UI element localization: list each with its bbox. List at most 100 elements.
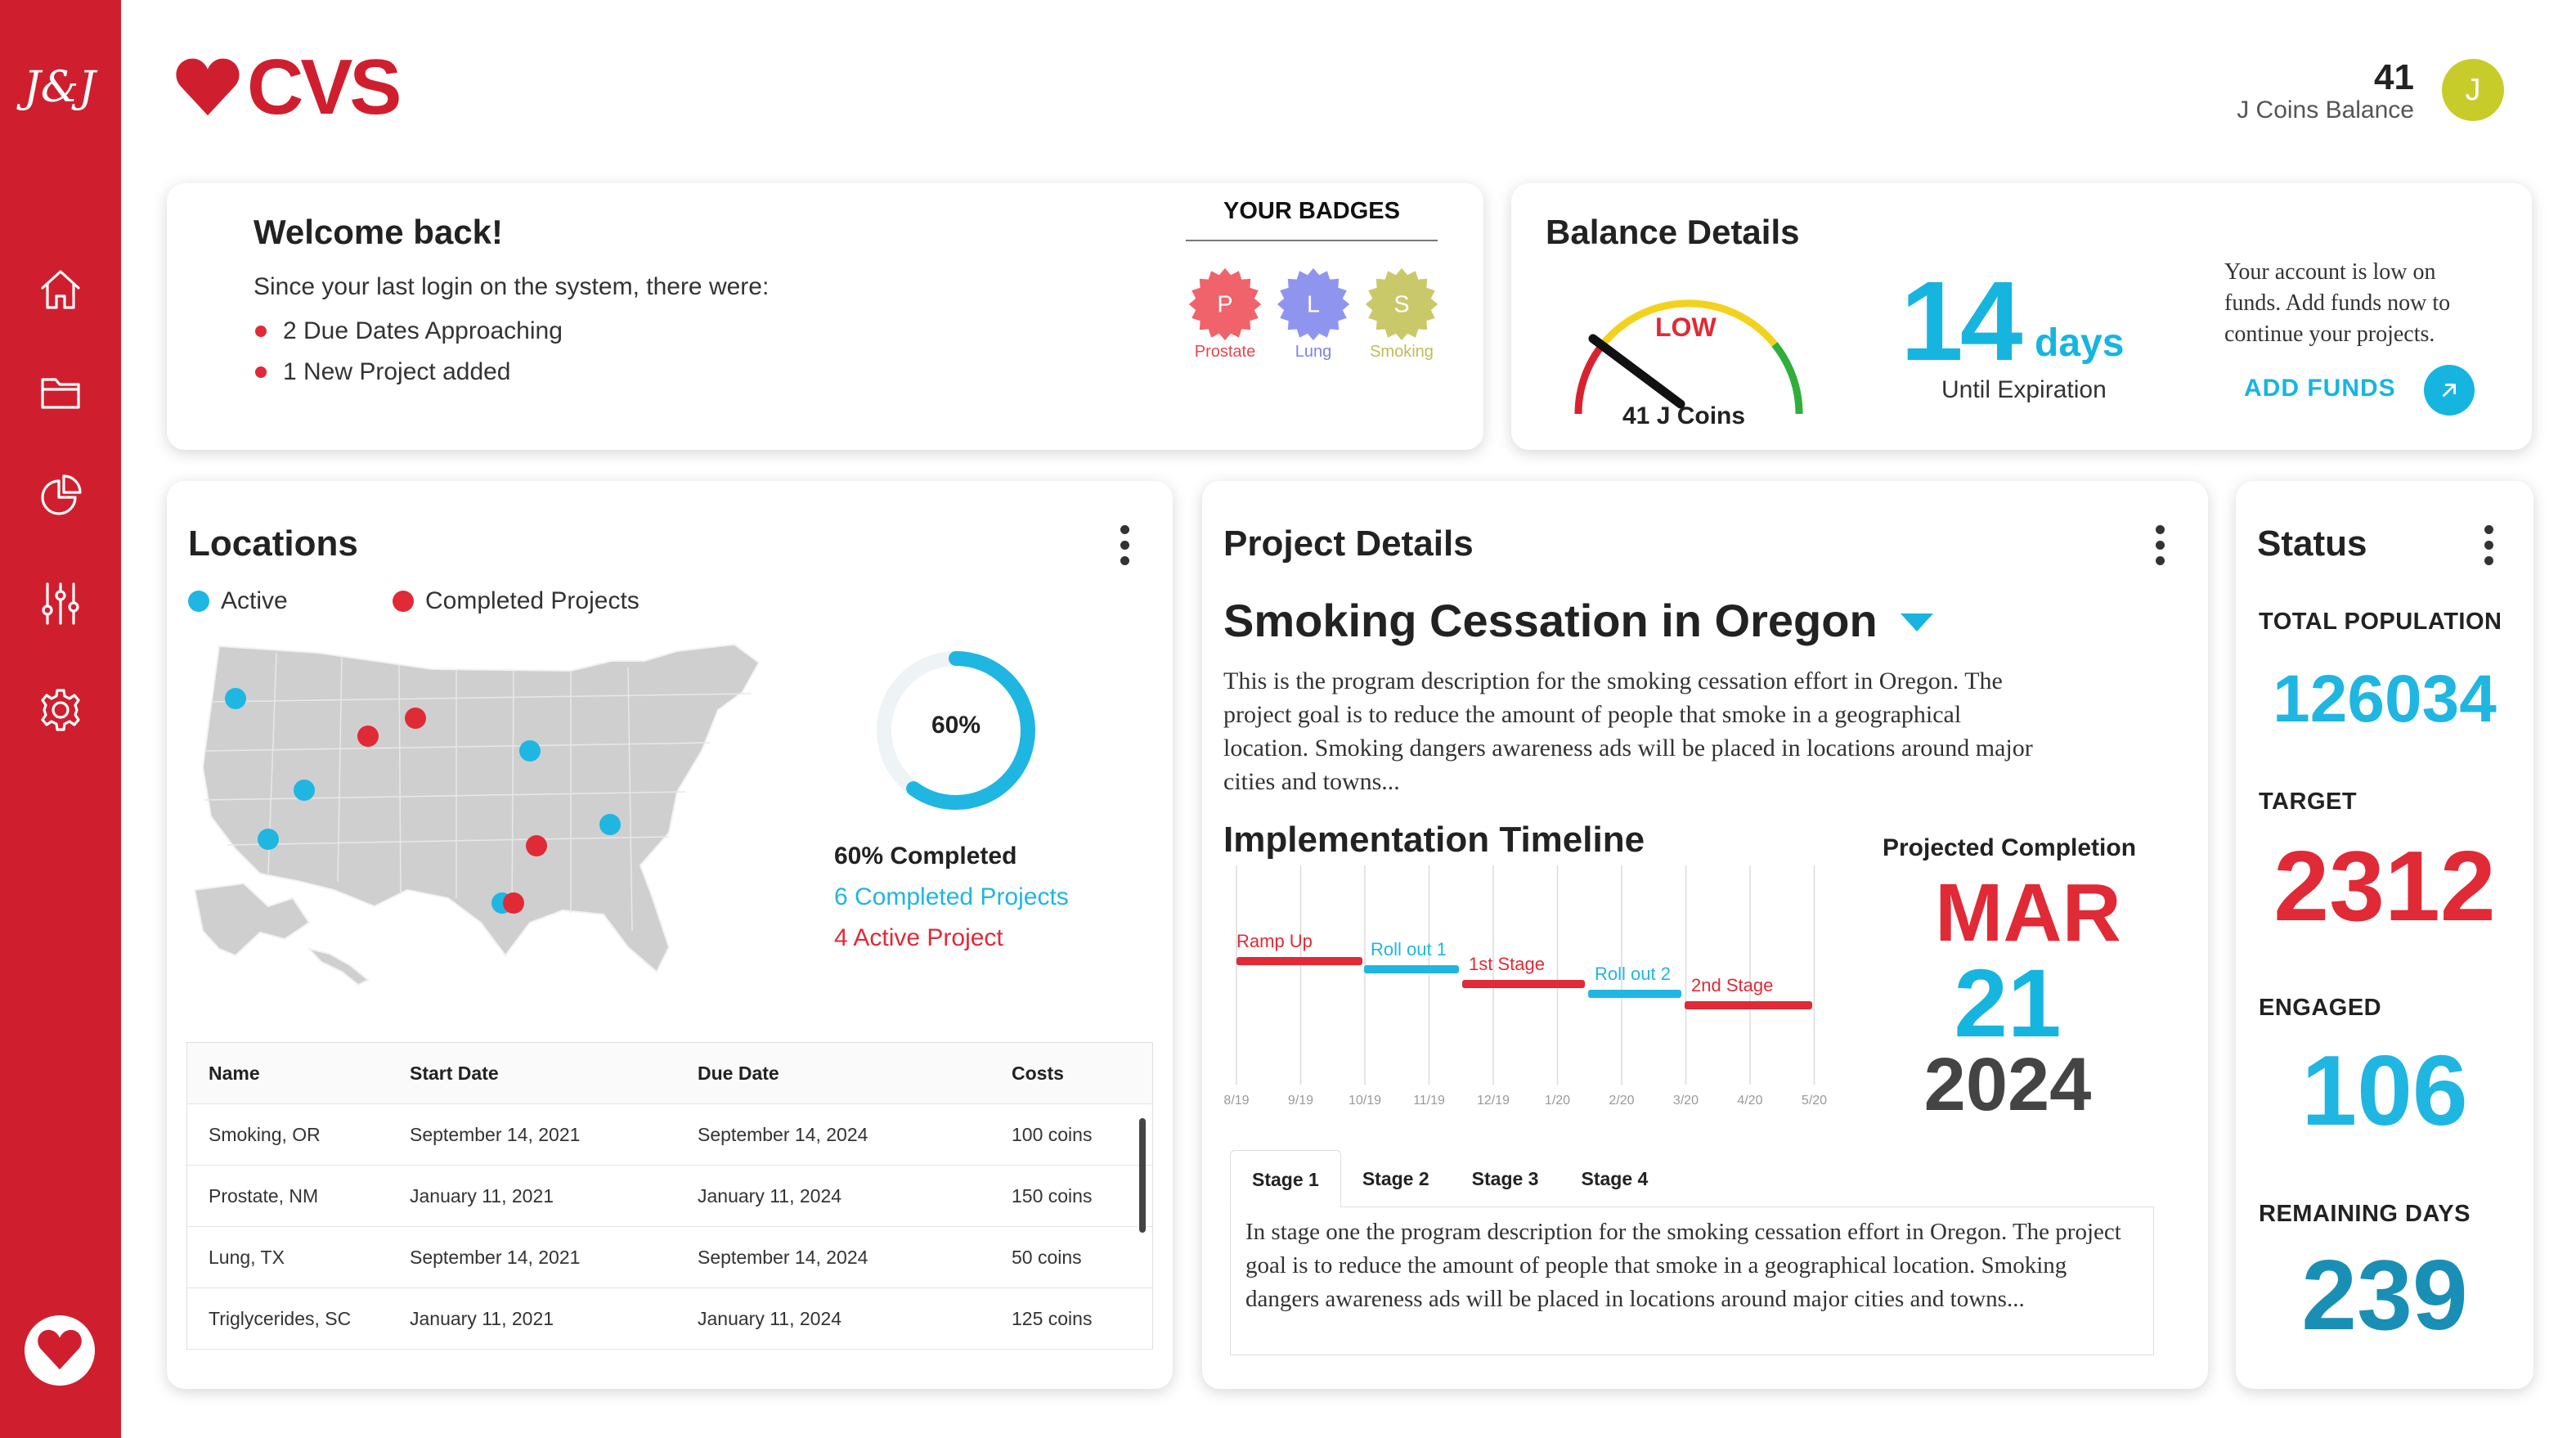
timeline-stage-bar[interactable] [1236,957,1362,965]
locations-title: Locations [188,524,358,564]
timeline-tick-label: 4/20 [1737,1094,1762,1108]
stage-description: In stage one the program description for… [1230,1207,2154,1355]
svg-text:L: L [1307,292,1320,318]
badge-seal-icon: S [1365,267,1438,341]
table-row[interactable]: Triglycerides, SC January 11, 2021 Janua… [187,1288,1152,1350]
badge-smoking[interactable]: S Smoking [1361,265,1443,362]
project-description: This is the program description for the … [1223,667,2033,795]
heart-icon[interactable] [25,1315,95,1386]
list-item: 2 Due Dates Approaching [254,311,563,352]
tab-stage-4[interactable]: Stage 4 [1581,1168,1649,1189]
target-value: 2312 [2273,830,2496,941]
timeline-stage-bar[interactable] [1588,990,1681,998]
project-name[interactable]: Smoking Cessation in Oregon [1223,595,1878,646]
map-location-dot[interactable] [526,835,547,856]
table-row[interactable]: Smoking, OR September 14, 2021 September… [187,1104,1152,1166]
table-scrollbar[interactable] [1139,1118,1146,1233]
timeline-title: Implementation Timeline [1223,820,1645,860]
map-location-dot[interactable] [519,740,541,762]
balance-message: Your account is low on funds. Add funds … [2224,259,2451,347]
tab-stage-3[interactable]: Stage 3 [1471,1168,1539,1189]
projected-completion-label: Projected Completion [1883,834,2137,861]
stat-completed: 60% Completed [834,843,1017,870]
total-population-label: TOTAL POPULATION [2259,609,2502,635]
badge-seal-icon: L [1277,267,1350,341]
svg-text:P: P [1217,292,1232,318]
days-value: 14 [1901,258,2022,384]
stat-completed-projects[interactable]: 6 Completed Projects [834,883,1069,910]
timeline-tick-label: 8/19 [1223,1094,1249,1108]
balance-card: Balance Details LOW 41 J Coins 14 days U… [1511,183,2532,450]
bullet-icon [255,326,267,337]
welcome-list: 2 Due Dates Approaching 1 New Project ad… [254,311,563,393]
brand-name: CVS [247,43,402,131]
more-options-icon[interactable] [2154,525,2165,569]
timeline-tick-label: 11/19 [1413,1094,1445,1108]
timeline-tick-label: 5/20 [1802,1094,1827,1108]
remaining-days-label: REMAINING DAYS [2259,1201,2471,1227]
map-location-dot[interactable] [405,708,426,729]
gauge-status: LOW [1655,312,1717,342]
locations-table: Name Start Date Due Date Costs Smoking, … [186,1042,1153,1350]
timeline-tick-label: 12/19 [1477,1094,1510,1108]
timeline-stage-label: 2nd Stage [1691,975,1773,995]
status-title: Status [2257,524,2367,564]
home-icon[interactable] [34,263,87,316]
svg-text:S: S [1393,292,1409,318]
engaged-label: ENGAGED [2259,995,2382,1021]
avatar[interactable]: J [2442,59,2504,121]
map-location-dot[interactable] [503,892,524,914]
donut-percent-label: 60% [931,712,981,739]
stage-tabs: Stage 1 Stage 2 Stage 3 Stage 4 [1230,1150,1669,1207]
legend-dot-icon [188,591,209,612]
days-unit: days [2035,321,2125,365]
folder-icon[interactable] [34,366,87,419]
timeline-stage-bar[interactable] [1685,1001,1812,1009]
tab-stage-2[interactable]: Stage 2 [1362,1168,1429,1189]
cvs-logo: CVS [173,43,402,131]
add-funds-button[interactable] [2424,365,2475,416]
list-item: 1 New Project added [254,352,563,393]
us-map[interactable] [186,628,767,996]
header-balance-label: J Coins Balance [2237,97,2414,124]
days-label: Until Expiration [1941,376,2107,403]
timeline-stage-bar[interactable] [1462,980,1585,988]
more-options-icon[interactable] [2483,525,2494,569]
welcome-subtitle: Since your last login on the system, the… [254,273,770,300]
map-location-dot[interactable] [294,780,315,801]
project-details-title: Project Details [1223,524,1474,564]
table-row[interactable]: Prostate, NM January 11, 2021 January 11… [187,1166,1152,1227]
badge-lung[interactable]: L Lung [1272,265,1354,362]
implementation-timeline: 8/19 9/19 10/19 11/19 12/19 1/20 2/20 3/20 4/20 5… [1223,865,1827,1108]
projected-day: 21 [1954,950,2062,1058]
engaged-value: 106 [2301,1035,2468,1146]
map-location-dot[interactable] [599,814,621,835]
add-funds-link[interactable]: ADD FUNDS [2244,375,2396,402]
tab-stage-1[interactable]: Stage 1 [1230,1150,1341,1207]
timeline-tick-label: 2/20 [1609,1094,1634,1108]
timeline-tick-label: 1/20 [1545,1094,1570,1108]
remaining-days-value: 239 [2301,1239,2468,1350]
sidebar: J&J [0,0,121,1438]
map-location-dot[interactable] [258,829,279,850]
timeline-tick-label: 9/19 [1288,1094,1313,1108]
timeline-stage-label: Ramp Up [1236,931,1313,951]
table-row[interactable]: Lung, TX September 14, 2021 September 14… [187,1227,1152,1288]
timeline-tick-label: 3/20 [1673,1094,1699,1108]
locations-card: Locations Active Completed Projects 60% … [167,481,1173,1389]
bullet-icon [255,366,267,378]
map-location-dot[interactable] [357,726,379,747]
gauge-coins: 41 J Coins [1622,402,1746,429]
more-options-icon[interactable] [1119,525,1130,569]
stat-active-projects[interactable]: 4 Active Project [834,924,1003,951]
balance-title: Balance Details [1546,213,1800,251]
project-dropdown-icon[interactable] [1901,613,1933,631]
timeline-stage-bar[interactable] [1364,965,1459,973]
map-location-dot[interactable] [225,688,246,709]
pie-chart-icon[interactable] [34,470,87,522]
badge-prostate[interactable]: P Prostate [1184,265,1266,362]
sliders-icon[interactable] [34,577,87,630]
header-balance-value: 41 [2374,57,2414,97]
gear-icon[interactable] [34,684,87,736]
timeline-stage-label: 1st Stage [1469,954,1545,974]
